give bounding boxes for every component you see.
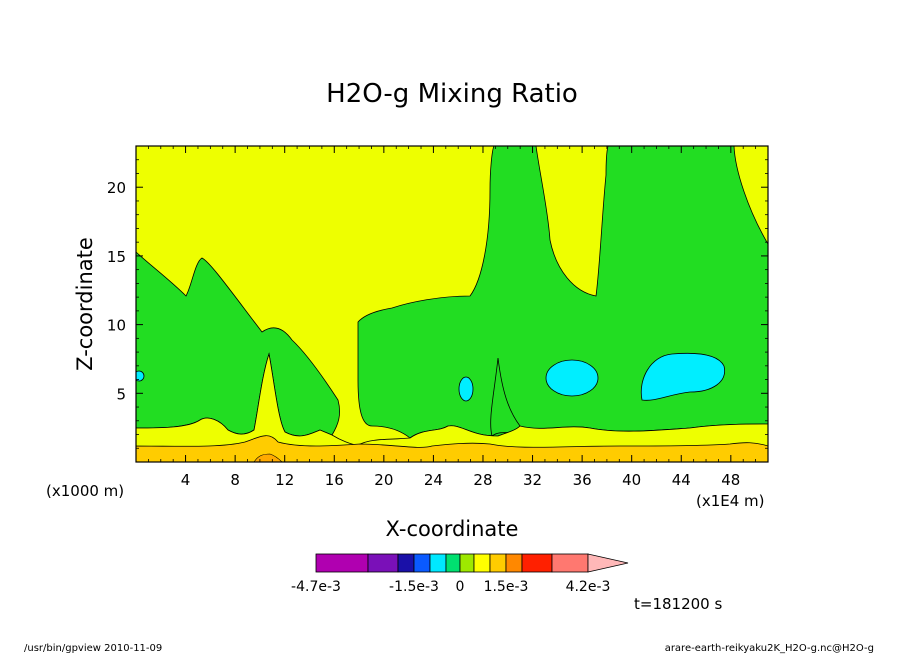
colorbar-swatch <box>397 553 415 573</box>
region-cyan-2 <box>640 352 725 401</box>
footer-right: arare-earth-reikyaku2K_H2O-g.nc@H2O-g <box>665 643 874 654</box>
plot-frame <box>135 145 769 463</box>
contour-plot-area <box>136 146 768 462</box>
colorbar-labels: -4.7e-3 -1.5e-3 0 1.5e-3 4.2e-3 <box>291 579 610 595</box>
colorbar-swatch <box>429 553 447 573</box>
x-tick-label: 20 <box>374 471 393 489</box>
region-cyan-1 <box>545 359 599 397</box>
colorbar-swatch <box>521 553 553 573</box>
colorbar-label: -4.7e-3 <box>291 579 341 595</box>
x-axis-label: X-coordinate <box>386 517 519 541</box>
x-tick-label: 44 <box>672 471 691 489</box>
time-label: t=181200 s <box>634 595 722 613</box>
region-yellow-band <box>136 352 768 462</box>
x-axis: 4 8 12 16 20 24 28 32 36 40 44 48 <box>147 146 757 489</box>
x-tick-label: 32 <box>523 471 542 489</box>
y-tick-label: 10 <box>107 317 126 335</box>
region-orange <box>136 435 768 462</box>
x-tick-label: 48 <box>721 471 740 489</box>
colorbar-swatch <box>473 553 491 573</box>
colorbar-swatch <box>505 553 523 573</box>
x-tick-label: 40 <box>622 471 641 489</box>
colorbar-label: 0 <box>456 579 465 595</box>
x-tick-label: 36 <box>573 471 592 489</box>
footer-left: /usr/bin/gpview 2010-11-09 <box>24 643 162 654</box>
x-tick-label: 16 <box>325 471 344 489</box>
x-unit-left: (x1000 m) <box>46 482 124 500</box>
colorbar-swatch <box>367 553 399 573</box>
x-unit-right: (x1E4 m) <box>696 492 765 510</box>
colorbar-swatch <box>459 553 475 573</box>
x-tick-label: 12 <box>275 471 294 489</box>
x-tick-label: 24 <box>424 471 443 489</box>
chart-title: H2O-g Mixing Ratio <box>326 79 578 109</box>
y-tick-label: 5 <box>116 385 126 403</box>
colorbar-swatch <box>551 553 589 573</box>
colorbar-swatch <box>413 553 431 573</box>
colorbar <box>315 553 629 573</box>
colorbar-label: -1.5e-3 <box>389 579 439 595</box>
colorbar-label: 4.2e-3 <box>566 579 611 595</box>
x-tick-label: 8 <box>230 471 240 489</box>
x-tick-label: 28 <box>473 471 492 489</box>
region-orange-dark <box>253 453 283 462</box>
region-cyan-4 <box>136 370 145 382</box>
colorbar-swatch <box>445 553 461 573</box>
colorbar-label: 1.5e-3 <box>484 579 529 595</box>
y-tick-label: 20 <box>107 179 126 197</box>
y-axis-label: Z-coordinate <box>73 237 97 371</box>
colorbar-swatch <box>315 553 369 573</box>
colorbar-swatch <box>489 553 507 573</box>
colorbar-arrow <box>587 553 629 573</box>
y-axis: 5 10 15 20 <box>107 159 768 449</box>
y-tick-label: 15 <box>107 248 126 266</box>
x-tick-label: 4 <box>181 471 191 489</box>
region-cyan-3 <box>458 376 474 402</box>
